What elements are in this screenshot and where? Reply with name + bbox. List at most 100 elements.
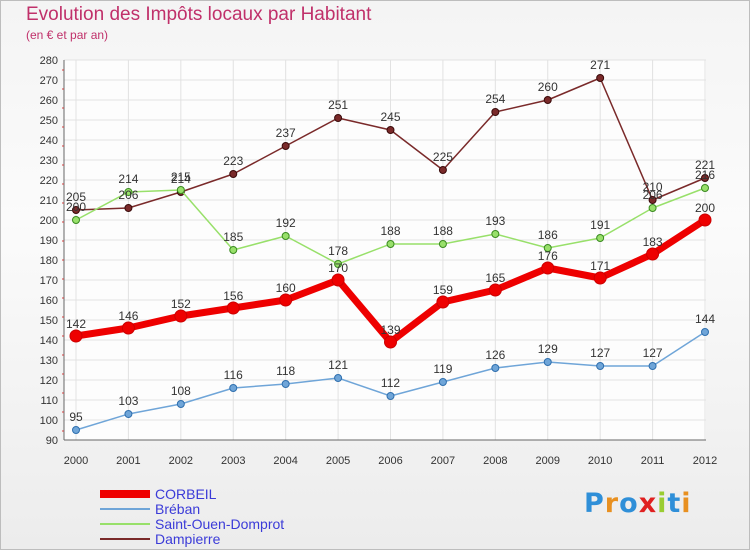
data-point <box>124 204 133 212</box>
legend-label: CORBEIL <box>155 486 217 502</box>
data-point <box>229 170 238 178</box>
y-tick-label: 190 <box>40 235 58 247</box>
data-point <box>438 378 447 386</box>
x-tick-label: 2004 <box>273 455 297 467</box>
data-label: 129 <box>538 342 558 356</box>
data-point <box>543 358 552 366</box>
data-label: 221 <box>695 158 715 172</box>
data-point <box>281 232 290 240</box>
legend-label: Saint-Ouen-Domprot <box>155 516 284 532</box>
data-label: 191 <box>590 218 610 232</box>
data-labels: 205 2062142232372512452252542602712102212… <box>66 58 715 424</box>
y-tick-label: 110 <box>40 395 58 407</box>
axes: 90 100 110 120 130 140 150 160 170 180 190 200 210 22… <box>40 55 718 467</box>
data-point <box>593 271 607 285</box>
data-label: 146 <box>118 309 138 323</box>
data-point <box>701 174 709 182</box>
data-label: 251 <box>328 98 348 112</box>
data-point <box>174 309 188 323</box>
data-point <box>69 329 83 343</box>
data-point <box>648 362 657 370</box>
data-point <box>701 184 709 192</box>
data-label: 178 <box>328 244 348 258</box>
y-tick-label: 170 <box>40 275 58 287</box>
data-label: 185 <box>223 230 243 244</box>
data-point <box>491 108 500 116</box>
data-label: 108 <box>171 384 191 398</box>
data-point <box>491 230 500 238</box>
data-point <box>176 400 185 408</box>
data-point <box>72 206 80 214</box>
data-label: 215 <box>171 170 191 184</box>
x-tick-label: 2003 <box>221 455 245 467</box>
data-point <box>229 384 238 392</box>
data-point <box>121 321 135 335</box>
y-tick-label: 270 <box>40 75 58 87</box>
data-point <box>436 295 450 309</box>
y-tick-label: 120 <box>40 375 58 387</box>
logo-letter: t <box>667 488 682 519</box>
x-tick-label: 2011 <box>641 455 665 467</box>
data-point <box>386 126 395 134</box>
proxiti-logo: Proxiti <box>584 488 692 519</box>
data-point <box>648 204 657 212</box>
data-point <box>124 410 133 418</box>
data-point <box>384 335 397 349</box>
y-tick-label: 160 <box>40 295 58 307</box>
data-label: 152 <box>171 297 191 311</box>
legend-label: Bréban <box>155 501 200 517</box>
data-point <box>72 216 80 224</box>
data-label: 254 <box>485 92 505 106</box>
data-point <box>331 273 345 287</box>
data-label: 116 <box>224 368 243 382</box>
data-label: 126 <box>485 348 505 362</box>
data-point <box>281 380 290 388</box>
x-tick-label: 2005 <box>326 455 350 467</box>
y-tick-label: 180 <box>40 255 58 267</box>
data-point <box>438 166 447 174</box>
data-point <box>438 240 447 248</box>
data-label: 127 <box>590 346 610 360</box>
data-point <box>488 283 502 297</box>
data-label: 245 <box>380 110 400 124</box>
x-tick-label: 2009 <box>536 455 560 467</box>
data-label: 214 <box>118 172 138 186</box>
plot-area <box>64 60 706 440</box>
data-point <box>543 244 552 252</box>
data-point <box>72 426 80 434</box>
chart-title: Evolution des Impôts locaux par Habitant <box>26 4 372 25</box>
data-label: 165 <box>485 271 505 285</box>
data-label: 260 <box>538 80 558 94</box>
x-tick-label: 2002 <box>169 455 193 467</box>
data-point <box>334 374 343 382</box>
y-tick-label: 240 <box>40 135 58 147</box>
data-point <box>279 293 293 307</box>
logo-letter: r <box>604 488 620 519</box>
data-point <box>596 74 605 82</box>
y-tick-label: 260 <box>40 95 58 107</box>
data-label: 225 <box>433 150 453 164</box>
data-point <box>491 364 500 372</box>
data-label: 206 <box>643 188 663 202</box>
x-tick-label: 2001 <box>116 455 140 467</box>
data-point <box>541 261 555 275</box>
chart-subtitle: (en € et par an) <box>26 28 109 42</box>
data-label: 271 <box>590 58 610 72</box>
data-label: 188 <box>380 224 400 238</box>
data-label: 206 <box>118 188 138 202</box>
x-tick-label: 2007 <box>431 455 455 467</box>
data-label: 183 <box>643 235 663 249</box>
data-label: 193 <box>485 214 505 228</box>
y-tick-label: 210 <box>40 195 58 207</box>
data-label: 192 <box>276 216 296 230</box>
data-label: 127 <box>643 346 663 360</box>
logo-letter: o <box>619 488 639 519</box>
x-tick-label: 2000 <box>64 455 88 467</box>
data-point <box>229 246 238 254</box>
data-label: 121 <box>328 358 348 372</box>
data-label: 223 <box>223 154 243 168</box>
data-point <box>334 260 343 268</box>
y-tick-label: 250 <box>40 115 58 127</box>
